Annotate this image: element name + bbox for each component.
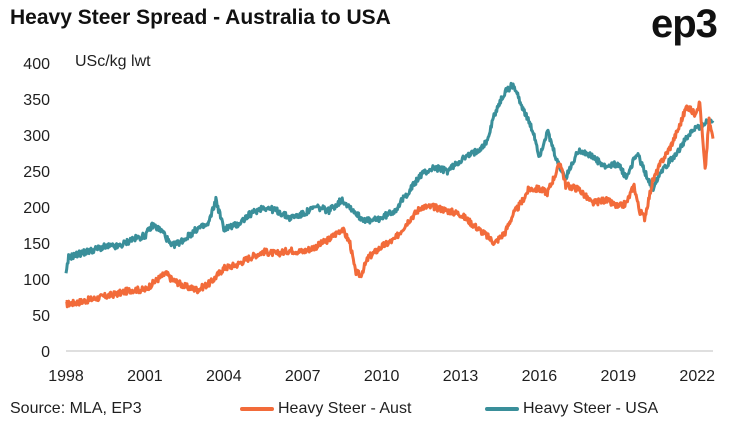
- x-tick-label: 2001: [127, 368, 163, 385]
- y-tick-label: 250: [23, 164, 50, 181]
- series-layer: [64, 81, 715, 309]
- x-tick-label: 2022: [679, 368, 715, 385]
- x-tick-label: 2013: [443, 368, 479, 385]
- x-tick-label: 2004: [206, 368, 242, 385]
- y-tick-label: 150: [23, 236, 50, 253]
- y-tick-label: 350: [23, 92, 50, 109]
- x-tick-label: 1998: [48, 368, 84, 385]
- legend-label-aust: Heavy Steer - Aust: [278, 400, 412, 417]
- series-line-usa: [64, 81, 715, 274]
- x-tick-label: 2007: [285, 368, 321, 385]
- legend-label-usa: Heavy Steer - USA: [523, 400, 659, 417]
- y-tick-label: 50: [32, 308, 50, 325]
- chart-axes: 0 50 100 150 200 250 300 350 400 1998 2001 2004 2007…: [23, 56, 715, 385]
- ep3-logo: ep3: [651, 2, 718, 46]
- legend-swatch-usa: [485, 407, 519, 411]
- source-note: Source: MLA, EP3: [10, 400, 142, 417]
- chart-title: Heavy Steer Spread - Australia to USA: [10, 6, 391, 29]
- y-tick-label: 100: [23, 272, 50, 289]
- y-axis-unit-label: USc/kg lwt: [75, 53, 151, 70]
- x-tick-label: 2019: [601, 368, 637, 385]
- y-tick-label: 200: [23, 200, 50, 217]
- legend-item-aust: Heavy Steer - Aust: [240, 400, 411, 418]
- x-tick-label: 2010: [364, 368, 400, 385]
- y-tick-label: 400: [23, 56, 50, 73]
- line-chart: 0 50 100 150 200 250 300 350 400 1998 2001 2004 2007…: [23, 53, 715, 385]
- series-line-aust: [65, 100, 715, 309]
- y-tick-label: 0: [41, 344, 50, 361]
- legend-swatch-aust: [240, 407, 274, 411]
- y-tick-label: 300: [23, 128, 50, 145]
- x-tick-label: 2016: [522, 368, 558, 385]
- legend-item-usa: Heavy Steer - USA: [485, 400, 658, 418]
